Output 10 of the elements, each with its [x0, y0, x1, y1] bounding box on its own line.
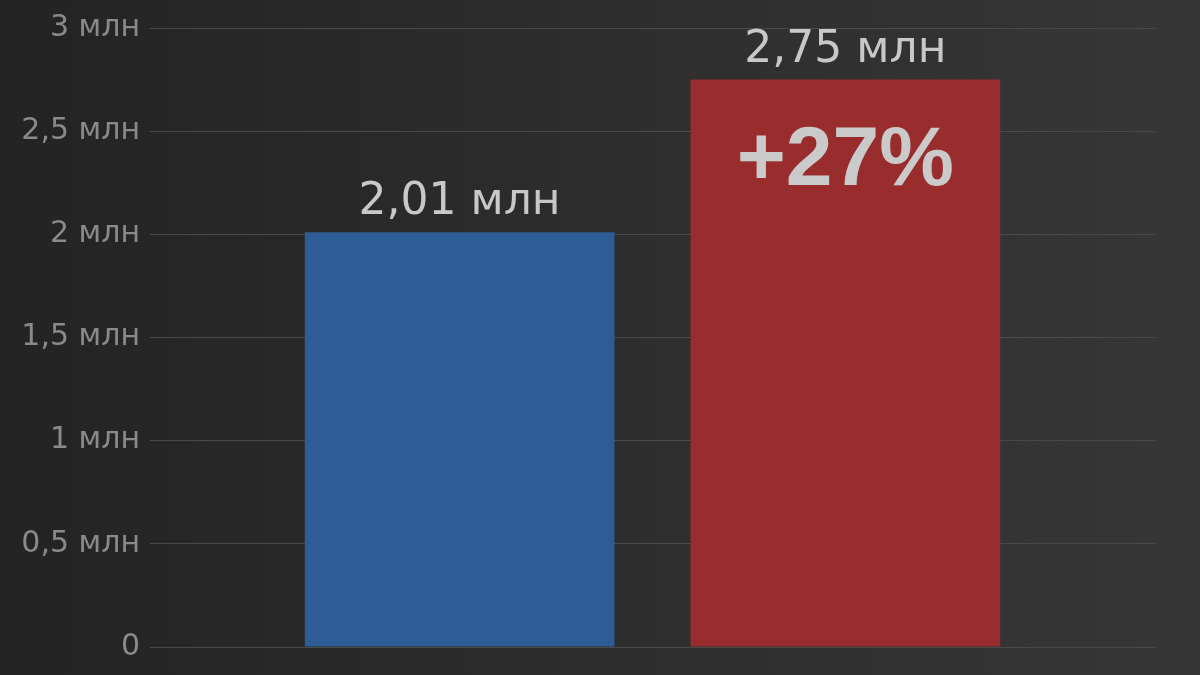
y-tick-label: 1 млн	[49, 420, 140, 456]
y-tick-label: 0	[120, 626, 140, 662]
y-tick-label: 0,5 млн	[21, 523, 140, 559]
data-label: 2,75 млн	[744, 20, 947, 72]
y-tick-label: 3 млн	[49, 7, 140, 43]
y-tick-label: 1,5 млн	[21, 317, 140, 353]
data-label: 2,01 млн	[358, 173, 561, 225]
y-tick-label: 2,5 млн	[21, 110, 140, 146]
y-tick-label: 2 млн	[49, 214, 140, 250]
annotation: +27%	[736, 108, 954, 203]
